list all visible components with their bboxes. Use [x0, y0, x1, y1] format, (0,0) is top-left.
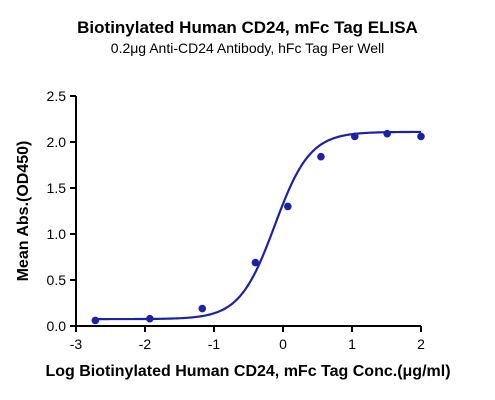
- data-point: [251, 258, 260, 267]
- data-points: [91, 129, 425, 325]
- fit-curve: [95, 130, 421, 321]
- x-axis-title: Log Biotinylated Human CD24, mFc Tag Con…: [45, 363, 450, 380]
- data-point: [317, 152, 325, 161]
- axes: [70, 95, 422, 332]
- y-tick-label: 2.0: [47, 134, 67, 150]
- x-tick-label: 1: [348, 336, 356, 352]
- fit-curve-group: [95, 130, 421, 321]
- chart-title: Biotinylated Human CD24, mFc Tag ELISA: [77, 18, 418, 37]
- data-point: [91, 316, 100, 325]
- y-tick-label: 1.5: [47, 180, 67, 196]
- data-point: [350, 132, 359, 141]
- x-tick-label: 0: [279, 336, 287, 352]
- axis-labels: -3 -2 -1 0 1 2 0.0 0.5 1.0 1.5 2.0 2.5 Log Biotinyla…: [15, 88, 451, 380]
- chart-subtitle: 0.2μg Anti-CD24 Antibody, hFc Tag Per We…: [110, 40, 385, 56]
- x-tick-label: -2: [139, 336, 152, 352]
- y-tick-label: 1.0: [47, 226, 67, 242]
- data-point: [417, 132, 425, 141]
- x-tick-label: 2: [417, 336, 425, 352]
- x-tick-label: -3: [70, 336, 83, 352]
- data-point: [146, 314, 154, 323]
- data-point: [284, 202, 292, 211]
- x-tick-label: -1: [208, 336, 221, 352]
- y-tick-label: 2.5: [47, 88, 67, 104]
- y-tick-label: 0.0: [47, 318, 67, 334]
- data-point: [198, 304, 207, 313]
- y-tick-label: 0.5: [47, 272, 67, 288]
- y-axis-title: Mean Abs.(OD450): [15, 141, 32, 282]
- data-point: [383, 129, 391, 138]
